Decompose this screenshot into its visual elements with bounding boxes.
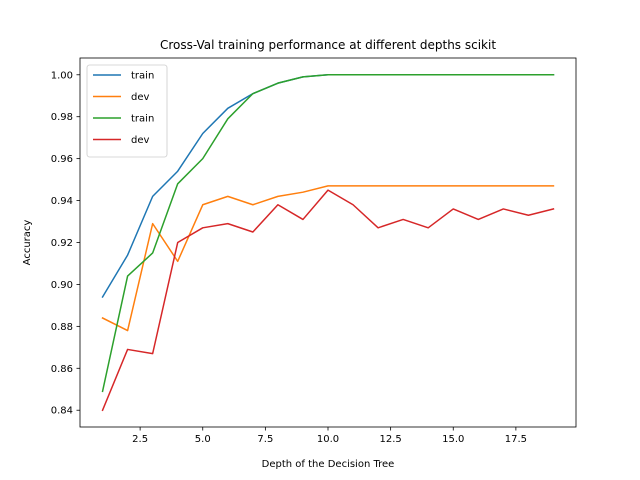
series-line-2 xyxy=(101,185,555,332)
legend-box xyxy=(86,64,168,158)
y-tick-label: 0.88 xyxy=(51,322,73,333)
series-line-3 xyxy=(101,74,555,393)
x-tick-label: 10.0 xyxy=(317,434,339,445)
legend: train dev train dev xyxy=(86,64,168,158)
x-tick-label: 17.5 xyxy=(505,434,527,445)
y-axis-label: Accuracy xyxy=(22,220,33,266)
x-axis: 2.5 5.0 7.5 10.0 12.5 15.0 17.5 xyxy=(132,427,527,445)
x-tick-label: 5.0 xyxy=(195,434,211,445)
x-tick-label: 12.5 xyxy=(379,434,401,445)
y-axis: 0.84 0.86 0.88 0.90 0.92 0.94 0.96 0.98 1.00 xyxy=(51,70,80,417)
y-tick-label: 0.90 xyxy=(51,280,73,291)
x-tick-label: 2.5 xyxy=(132,434,148,445)
series-line-4 xyxy=(101,189,555,412)
y-tick-label: 0.86 xyxy=(51,364,73,375)
y-tick-label: 0.96 xyxy=(51,154,73,165)
legend-label: dev xyxy=(131,135,150,146)
legend-label: train xyxy=(131,71,154,82)
chart-title: Cross-Val training performance at differ… xyxy=(160,38,496,52)
legend-label: train xyxy=(131,114,154,125)
x-tick-label: 7.5 xyxy=(257,434,273,445)
y-tick-label: 1.00 xyxy=(51,70,73,81)
y-tick-label: 0.84 xyxy=(51,406,73,417)
y-tick-label: 0.92 xyxy=(51,238,73,249)
y-tick-label: 0.94 xyxy=(51,196,73,207)
legend-label: dev xyxy=(131,92,150,103)
x-axis-label: Depth of the Decision Tree xyxy=(262,459,395,470)
series-group xyxy=(101,74,555,412)
y-tick-label: 0.98 xyxy=(51,112,73,123)
x-tick-label: 15.0 xyxy=(442,434,464,445)
